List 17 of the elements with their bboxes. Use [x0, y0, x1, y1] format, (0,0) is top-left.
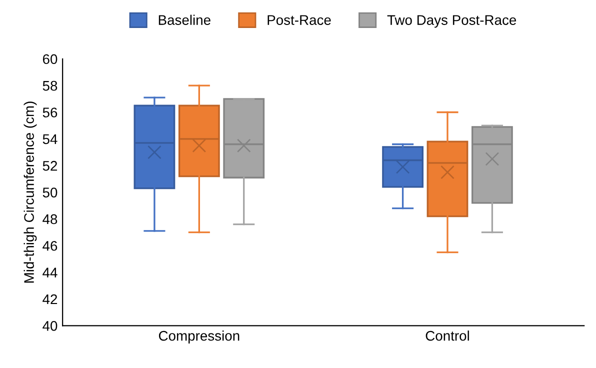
legend-label: Post-Race — [268, 15, 331, 25]
y-tick-label: 58 — [42, 80, 58, 91]
y-tick-label: 42 — [42, 294, 58, 304]
y-tick-label: 50 — [42, 188, 58, 198]
x-tick-label: Compression — [158, 330, 240, 344]
y-tick-label: 52 — [42, 160, 58, 171]
y-tick-label: 60 — [42, 54, 58, 64]
x-tick-label: Control — [426, 330, 469, 341]
legend-label: Two Days Post-Race — [387, 15, 516, 28]
legend-label: Baseline — [158, 14, 210, 25]
y-tick-label: 48 — [42, 214, 58, 224]
y-tick-label: 46 — [42, 240, 58, 251]
y-tick-label: 56 — [42, 108, 58, 118]
y-tick-label: 40 — [42, 321, 58, 331]
y-tick-label: 54 — [42, 134, 58, 144]
y-axis-title: Mid-thigh Circumference (cm) — [24, 102, 37, 283]
y-tick-label: 44 — [42, 268, 58, 278]
